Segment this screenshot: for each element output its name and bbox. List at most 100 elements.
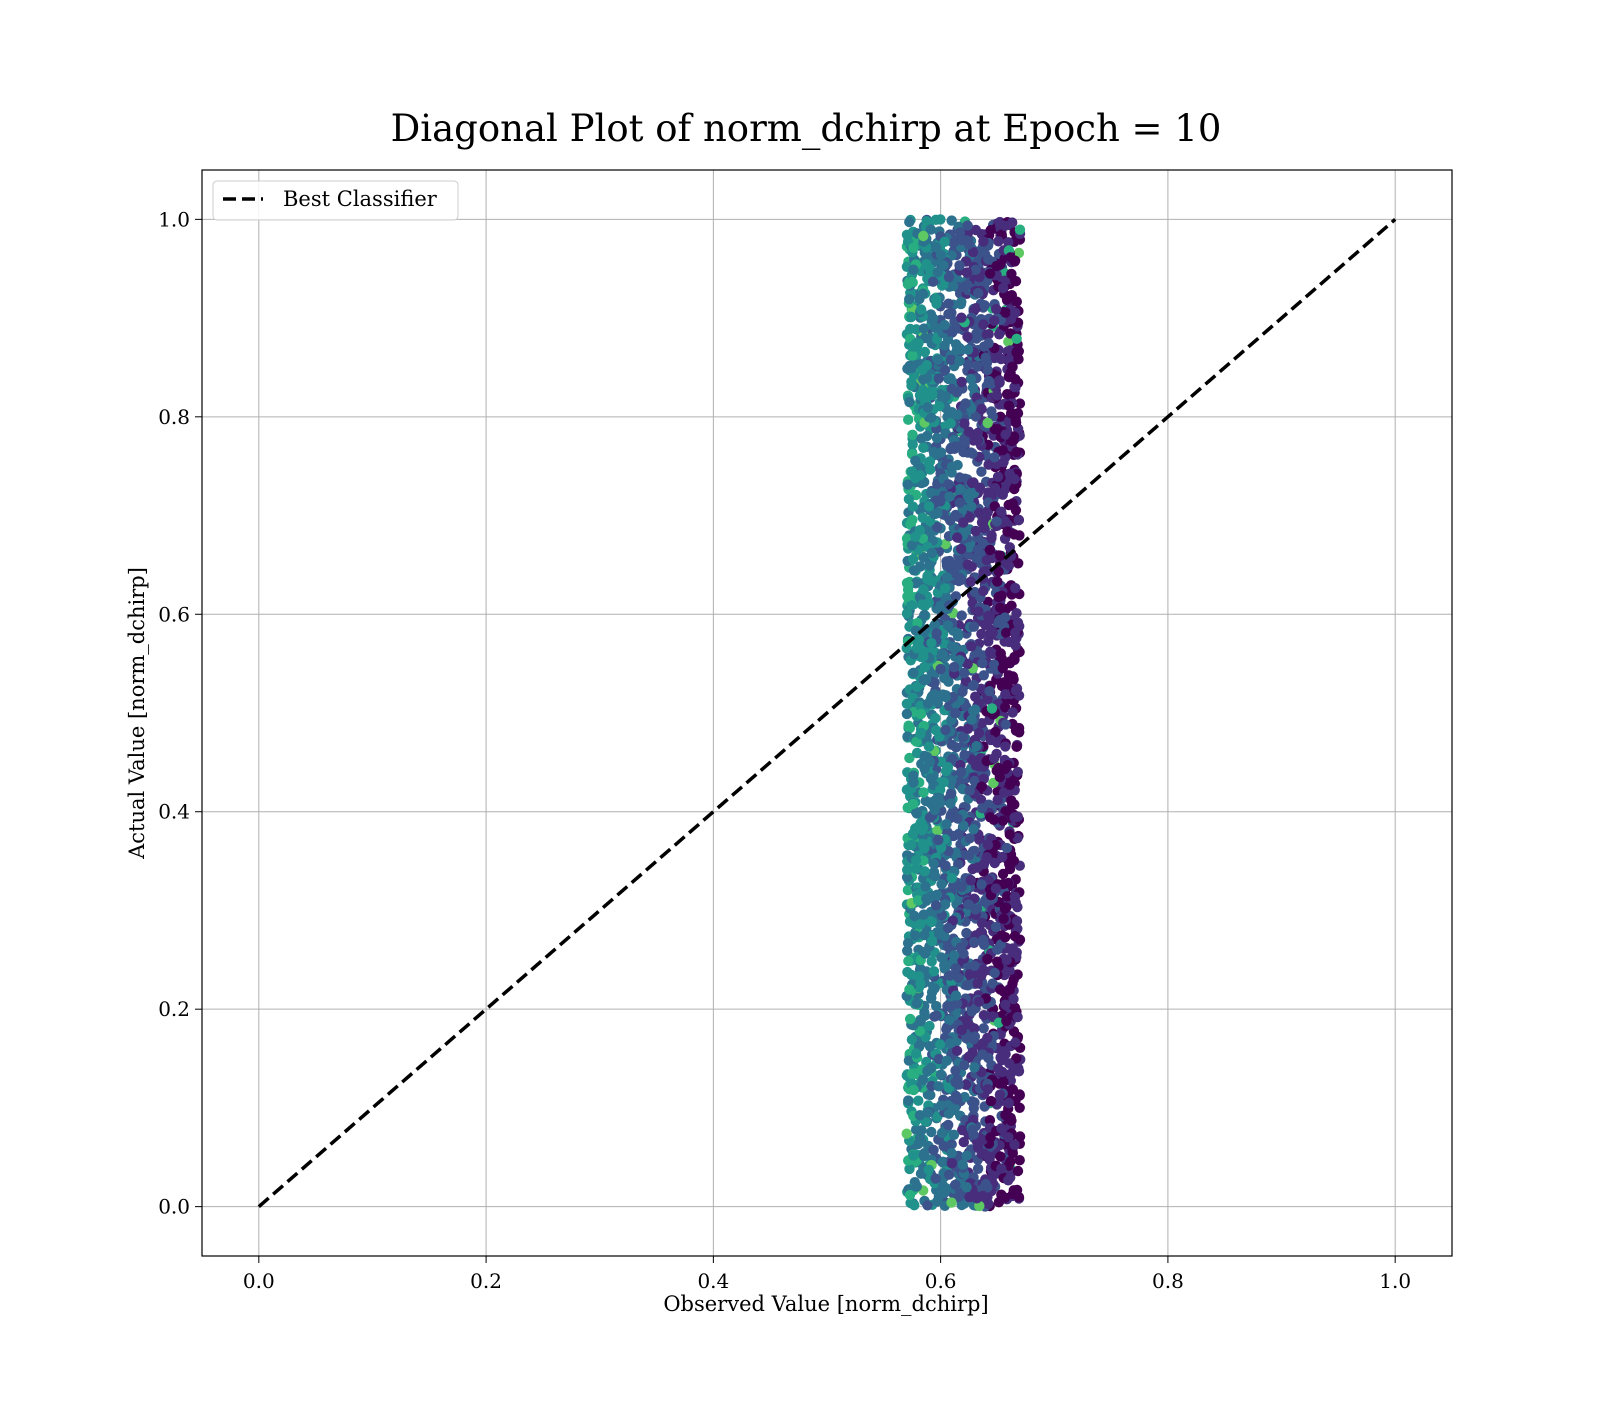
- scatter-point: [933, 1081, 944, 1092]
- legend-box: [212, 180, 459, 221]
- scatter-point: [969, 1031, 981, 1042]
- scatter-point: [911, 681, 923, 692]
- scatter-point: [948, 661, 960, 673]
- scatter-point: [966, 477, 978, 489]
- scatter-point: [924, 812, 936, 823]
- scatter-point: [924, 560, 935, 571]
- scatter-point: [1011, 347, 1022, 358]
- scatter-point: [970, 411, 981, 422]
- scatter-point: [994, 375, 1005, 386]
- scatter-point: [915, 919, 926, 930]
- scatter-point: [910, 930, 921, 941]
- scatter-point: [959, 438, 970, 449]
- y-tick-label-0: 0.0: [158, 1195, 190, 1219]
- scatter-point: [963, 1018, 974, 1030]
- scatter-point: [972, 862, 983, 873]
- scatter-point: [997, 815, 1009, 826]
- scatter-point: [988, 753, 1000, 764]
- scatter-point: [977, 1049, 988, 1060]
- scatter-point: [964, 785, 975, 796]
- scatter-point: [948, 830, 959, 842]
- scatter-point: [926, 412, 937, 423]
- scatter-point: [976, 917, 988, 929]
- scatter-point: [990, 922, 1001, 933]
- scatter-point: [957, 686, 968, 697]
- scatter-point: [1006, 1115, 1017, 1127]
- scatter-point: [989, 857, 1000, 869]
- scatter-point: [935, 249, 947, 261]
- scatter-point: [984, 544, 996, 556]
- scatter-point: [949, 1104, 960, 1116]
- scatter-point: [1012, 832, 1023, 844]
- y-tick-label-2: 0.4: [158, 800, 190, 824]
- scatter-point: [921, 372, 933, 384]
- scatter-point: [939, 236, 950, 247]
- scatter-point: [929, 677, 940, 688]
- scatter-point: [969, 960, 980, 971]
- scatter-point: [917, 512, 928, 523]
- scatter-point: [931, 1000, 942, 1012]
- scatter-point: [934, 731, 945, 742]
- scatter-point: [952, 628, 963, 639]
- scatter-point: [1009, 799, 1020, 810]
- scatter-point: [1010, 627, 1021, 638]
- scatter-point: [981, 852, 992, 863]
- scatter-point: [925, 487, 937, 499]
- scatter-point: [997, 663, 1008, 674]
- scatter-point: [918, 552, 929, 563]
- scatter-point: [998, 913, 1009, 924]
- best-classifier-line: [257, 218, 1397, 1208]
- scatter-point: [910, 455, 921, 466]
- scatter-point: [1007, 1147, 1018, 1159]
- scatter-point: [917, 838, 928, 849]
- scatter-point: [976, 403, 987, 415]
- scatter-point: [1004, 1058, 1015, 1069]
- scatter-point: [970, 264, 981, 275]
- x-tick-label-5: 1.0: [1379, 1269, 1411, 1293]
- scatter-point: [985, 378, 997, 390]
- scatter-point: [972, 1142, 984, 1153]
- scatter-point: [940, 538, 951, 550]
- scatter-point: [925, 773, 936, 784]
- scatter-point: [946, 215, 957, 226]
- scatter-point: [981, 329, 993, 340]
- scatter-point: [970, 704, 981, 715]
- scatter-point: [985, 1132, 996, 1143]
- scatter-point: [935, 1069, 947, 1080]
- scatter-point: [997, 1066, 1008, 1078]
- scatter-point: [926, 547, 938, 559]
- scatter-point: [1011, 296, 1022, 307]
- scatter-point: [968, 936, 980, 948]
- scatter-point: [914, 1110, 926, 1121]
- scatter-point: [933, 1191, 945, 1203]
- scatter-point: [1003, 670, 1015, 681]
- scatter-point: [923, 457, 934, 469]
- scatter-point: [973, 996, 985, 1007]
- scatter-point: [904, 396, 915, 408]
- scatter-point: [911, 643, 923, 654]
- scatter-point: [976, 466, 987, 477]
- scatter-point: [946, 1158, 958, 1169]
- scatter-point: [913, 634, 925, 646]
- scatter-point: [915, 978, 926, 989]
- scatter-point: [978, 522, 990, 534]
- scatter-point: [966, 641, 977, 652]
- scatter-point: [977, 803, 988, 814]
- scatter-point: [994, 329, 1005, 340]
- scatter-point: [928, 858, 939, 869]
- scatter-point: [930, 713, 941, 724]
- scatter-point: [930, 900, 942, 911]
- scatter-point: [963, 426, 975, 437]
- scatter-point: [978, 773, 989, 784]
- y-tick-label-5: 1.0: [158, 207, 190, 231]
- scatter-point: [943, 922, 954, 934]
- scatter-point: [920, 881, 931, 892]
- scatter-point: [925, 916, 936, 927]
- scatter-point: [1010, 1037, 1021, 1048]
- scatter-point: [906, 1034, 918, 1045]
- scatter-point: [1004, 829, 1015, 840]
- scatter-point: [945, 418, 956, 429]
- scatter-point: [928, 966, 940, 977]
- scatter-point: [973, 728, 985, 739]
- scatter-point: [935, 600, 946, 611]
